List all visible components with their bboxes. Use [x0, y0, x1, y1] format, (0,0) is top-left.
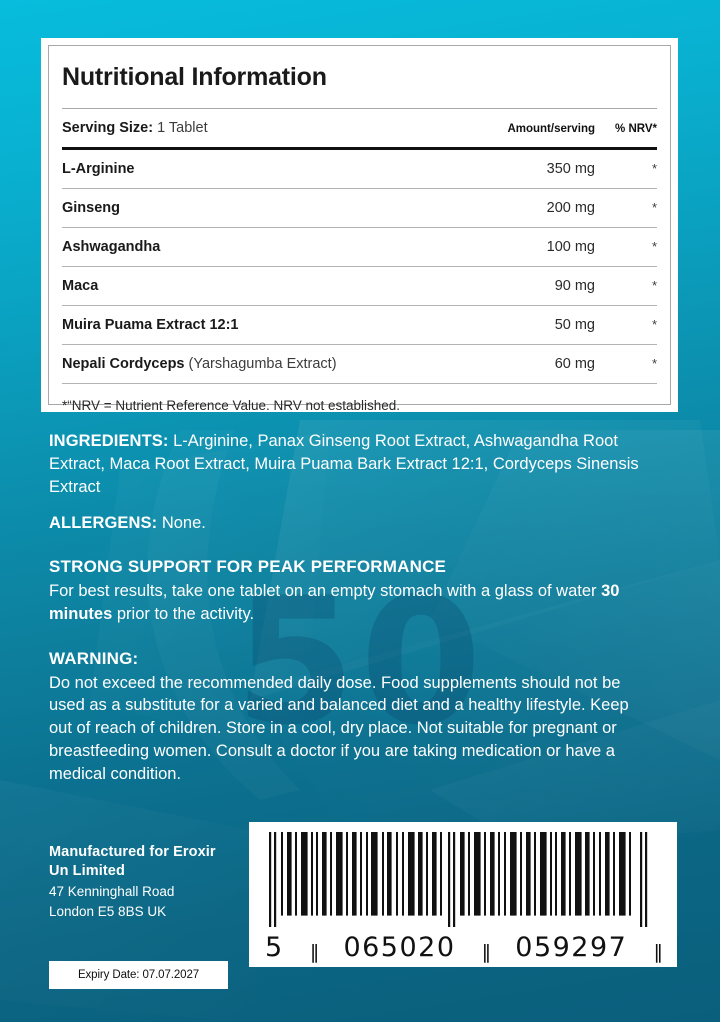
nutrition-information-panel: Nutritional Information Serving Size: 1 …: [41, 38, 678, 413]
label-body-copy: INGREDIENTS: L-Arginine, Panax Ginseng R…: [49, 430, 677, 799]
nutrient-name: Ashwagandha: [62, 239, 445, 255]
nutrient-name-text: Muira Puama Extract 12:1: [62, 317, 239, 333]
barcode-guard-left: ‖: [309, 941, 319, 963]
allergens-text-wrapper: ALLERGENS: None.: [49, 512, 677, 535]
nutrient-name: L-Arginine: [62, 161, 445, 177]
nutrient-amount: 350 mg: [546, 161, 595, 177]
barcode-digit-lead: 5: [265, 932, 284, 963]
manufacturer-name: Manufactured for Eroxir Un Limited: [49, 843, 249, 882]
performance-section: STRONG SUPPORT FOR PEAK PERFORMANCE For …: [49, 557, 677, 626]
nutrient-name: Nepali Cordyceps (Yarshagumba Extract): [62, 356, 445, 372]
nutrient-nrv: *: [651, 200, 657, 215]
ingredients-list: L-Arginine, Panax Ginseng Root Extract, …: [49, 432, 639, 496]
expiry-date-box: Expiry Date: 07.07.2027: [49, 961, 228, 989]
nutrient-amount: 200 mg: [546, 200, 595, 216]
allergens-section: ALLERGENS: None.: [49, 512, 677, 535]
manufacturer-info: Manufactured for Eroxir Un Limited 47 Ke…: [49, 843, 249, 923]
column-header-nrv: % NRV*: [615, 123, 657, 135]
manufacturer-name-line2: Un Limited: [49, 863, 125, 880]
table-row: Maca 90 mg *: [62, 267, 657, 306]
serving-size-label: Serving Size: 1 Tablet: [62, 120, 445, 136]
nutrient-nrv: *: [651, 278, 657, 293]
serving-size-header-row: Serving Size: 1 Tablet Amount/serving % …: [62, 109, 657, 150]
performance-heading: STRONG SUPPORT FOR PEAK PERFORMANCE: [49, 557, 447, 577]
nutrient-nrv: *: [651, 356, 657, 371]
allergens-value: None.: [161, 514, 206, 533]
nutrient-amount: 100 mg: [546, 239, 595, 255]
manufacturer-name-line1: Manufactured for Eroxir: [49, 844, 216, 860]
barcode-panel: 5 ‖ 065020 ‖ 059297 ‖: [249, 822, 677, 967]
page-title: Nutritional Information: [62, 46, 657, 109]
ingredients-heading: INGREDIENTS:: [49, 432, 169, 450]
nutrient-name-text: Ginseng: [62, 200, 121, 216]
warning-section: WARNING: Do not exceed the recommended d…: [49, 649, 677, 786]
nutrient-name: Ginseng: [62, 200, 445, 216]
barcode-guard-center: ‖: [481, 941, 491, 963]
nrv-footnote: *“NRV = Nutrient Reference Value. NRV no…: [62, 398, 401, 413]
warning-heading: WARNING:: [49, 648, 139, 668]
watermark-50: 50: [234, 561, 486, 764]
barcode-group-right: 059297: [515, 932, 628, 963]
nutrient-amount: 60 mg: [554, 356, 595, 372]
performance-duration: 30 minutes: [49, 582, 620, 623]
nutrient-name: Maca: [62, 278, 445, 294]
nutrient-nrv: *: [651, 317, 657, 332]
nutrient-name-text: Ashwagandha: [62, 239, 161, 255]
barcode-number: 5 ‖ 065020 ‖ 059297 ‖: [263, 927, 663, 963]
table-row: Ginseng 200 mg *: [62, 189, 657, 228]
nutrient-name-text: Nepali Cordyceps: [62, 356, 185, 372]
nutrient-name: Muira Puama Extract 12:1: [62, 317, 445, 333]
ingredients-text-wrapper: INGREDIENTS: L-Arginine, Panax Ginseng R…: [49, 430, 674, 498]
allergens-heading: ALLERGENS:: [49, 514, 158, 533]
nutrient-amount: 50 mg: [554, 317, 595, 333]
column-header-amount: Amount/serving: [507, 123, 595, 135]
nutrition-table: Nutritional Information Serving Size: 1 …: [48, 45, 671, 413]
address-line-1: 47 Kenninghall Road: [49, 883, 175, 899]
nutrient-name-qualifier: (Yarshagumba Extract): [188, 356, 337, 372]
performance-directions: For best results, take one tablet on an …: [49, 580, 677, 626]
serving-size-label-text: Serving Size:: [62, 120, 154, 136]
nutrient-nrv: *: [651, 239, 657, 254]
nutrient-name-text: L-Arginine: [62, 161, 135, 177]
barcode-bars: [269, 832, 648, 927]
serving-size-value: 1 Tablet: [157, 120, 208, 136]
performance-text-before: For best results, take one tablet on an …: [49, 582, 602, 601]
warning-text: Do not exceed the recommended daily dose…: [49, 673, 629, 783]
address-line-2: London E5 8BS UK: [49, 904, 167, 920]
expiry-date-label: Expiry Date: 07.07.2027: [77, 969, 200, 981]
barcode-group-left: 065020: [343, 932, 456, 963]
ingredients-section: INGREDIENTS: L-Arginine, Panax Ginseng R…: [49, 430, 677, 498]
table-row: L-Arginine 350 mg *: [62, 150, 657, 189]
performance-text-after: prior to the activity.: [116, 604, 255, 623]
nutrient-name-text: Maca: [62, 278, 99, 294]
table-row: Nepali Cordyceps (Yarshagumba Extract) 6…: [62, 345, 657, 384]
barcode-guard-right: ‖: [653, 941, 662, 963]
table-row: Ashwagandha 100 mg *: [62, 228, 657, 267]
table-row: Muira Puama Extract 12:1 50 mg *: [62, 306, 657, 345]
nutrient-amount: 90 mg: [554, 278, 595, 294]
nutrient-nrv: *: [651, 161, 657, 176]
